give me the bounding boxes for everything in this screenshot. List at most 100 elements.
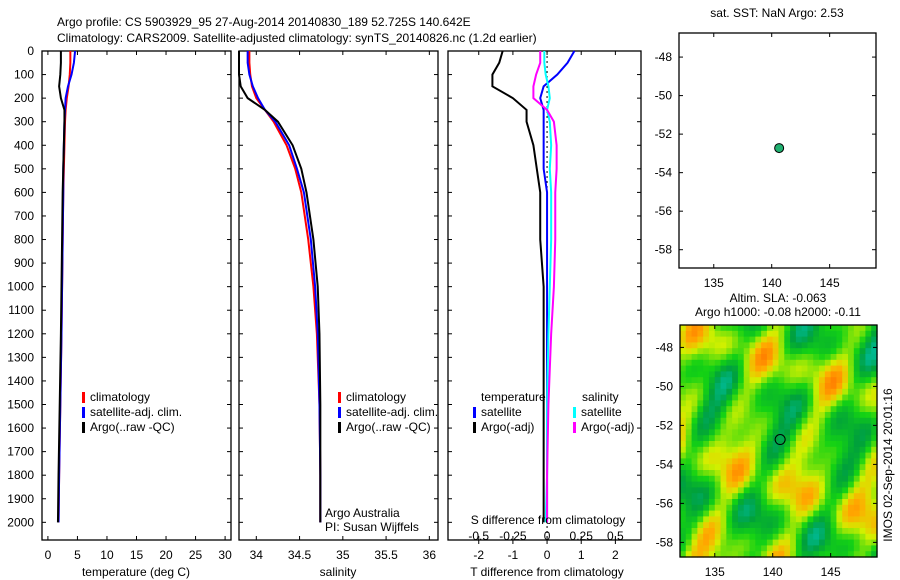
sla-cell — [795, 487, 803, 494]
x2-tick-label: -0.5 — [468, 529, 489, 543]
sla-cell — [749, 539, 756, 546]
sla-cell — [790, 365, 797, 372]
sla-cell — [842, 423, 849, 430]
sla-cell — [824, 435, 832, 442]
sla-cell — [743, 510, 751, 517]
sla-cell — [737, 400, 745, 407]
sla-cell — [732, 441, 739, 448]
sla-cell — [853, 400, 861, 407]
sla-cell — [720, 423, 727, 430]
sla-cell — [836, 481, 843, 488]
y-tick-label: -52 — [656, 418, 674, 432]
sla-cell — [772, 522, 780, 529]
sla-cell — [691, 470, 698, 477]
title-line-2: Climatology: CARS2009. Satellite-adjuste… — [57, 31, 537, 45]
sla-cell — [778, 348, 785, 355]
sla-cell — [680, 377, 687, 384]
sla-cell — [720, 342, 727, 349]
sla-cell — [790, 528, 797, 535]
sla-cell — [859, 412, 867, 419]
sla-cell — [737, 493, 745, 500]
y-tick-label: 400 — [14, 138, 34, 152]
sla-cell — [680, 400, 687, 407]
sla-cell — [697, 342, 704, 349]
sla-cell — [819, 377, 826, 384]
sla-cell — [714, 522, 722, 529]
sla-cell — [819, 551, 826, 558]
sla-cell — [708, 377, 716, 384]
sla-cell — [795, 354, 803, 361]
y-tick-label: 800 — [14, 233, 34, 247]
sla-cell — [697, 400, 704, 407]
sla-cell — [743, 470, 751, 477]
sla-cell — [697, 348, 704, 355]
sla-cell — [697, 475, 704, 483]
sla-cell — [836, 458, 843, 465]
sla-cell — [714, 435, 722, 442]
sla-cell — [772, 383, 780, 390]
sla-cell — [726, 446, 733, 454]
sla-cell — [871, 499, 878, 506]
sla-cell — [778, 504, 785, 512]
sla-cell — [691, 354, 698, 361]
sla-cell — [737, 470, 745, 477]
sla-cell — [848, 417, 855, 425]
sla-cell — [714, 406, 722, 413]
sla-cell — [772, 528, 780, 535]
sla-cell — [830, 429, 838, 436]
x-tick-label: 15 — [130, 548, 144, 562]
sla-cell — [714, 412, 722, 419]
sla-cell — [795, 365, 803, 372]
sla-cell — [790, 336, 797, 343]
sla-cell — [790, 354, 797, 361]
sla-cell — [853, 325, 861, 332]
sla-cell — [697, 388, 704, 396]
sla-cell — [761, 325, 768, 332]
sla-cell — [801, 551, 809, 558]
sla-cell — [720, 510, 727, 517]
sla-cell — [737, 383, 745, 390]
sla-cell — [790, 510, 797, 517]
sla-cell — [830, 394, 838, 401]
legend-item-label: satellite — [581, 405, 622, 419]
sla-cell — [848, 470, 855, 477]
sla-cell — [824, 533, 832, 541]
sla-cell — [848, 545, 855, 552]
sla-cell — [871, 412, 878, 419]
sla-cell — [691, 504, 698, 512]
sla-cell — [766, 539, 774, 546]
sla-cell — [813, 371, 820, 378]
sla-cell — [743, 522, 751, 529]
legend-item-label: satellite-adj. clim. — [346, 405, 438, 419]
sla-cell — [703, 365, 710, 372]
sla-cell — [755, 412, 762, 419]
sla-cell — [813, 452, 820, 459]
sla-cell — [807, 510, 814, 517]
sla-cell — [784, 551, 791, 558]
sla-cell — [871, 354, 878, 361]
sla-cell — [680, 446, 687, 454]
sla-cell — [691, 348, 698, 355]
sla-cell — [824, 365, 832, 372]
sla-cell — [714, 446, 722, 454]
sla-cell — [766, 475, 774, 483]
sla-cell — [703, 359, 710, 367]
argo-location-marker — [774, 434, 786, 446]
plot-frame — [679, 324, 878, 558]
sla-cell — [691, 383, 698, 390]
sla-cell — [732, 423, 739, 430]
sla-cell — [836, 516, 843, 523]
sla-cell — [813, 412, 820, 419]
sla-cell — [732, 417, 739, 425]
sla-cell — [830, 354, 838, 361]
y-tick-label: -54 — [656, 457, 674, 471]
sla-cell — [685, 533, 693, 541]
sla-cell — [720, 470, 727, 477]
sla-cell — [691, 516, 698, 523]
sla-cell — [859, 446, 867, 454]
sla-cell — [865, 487, 872, 494]
sla-cell — [726, 412, 733, 419]
sla-cell — [761, 533, 768, 541]
sla-cell — [836, 504, 843, 512]
sla-cell — [697, 406, 704, 413]
